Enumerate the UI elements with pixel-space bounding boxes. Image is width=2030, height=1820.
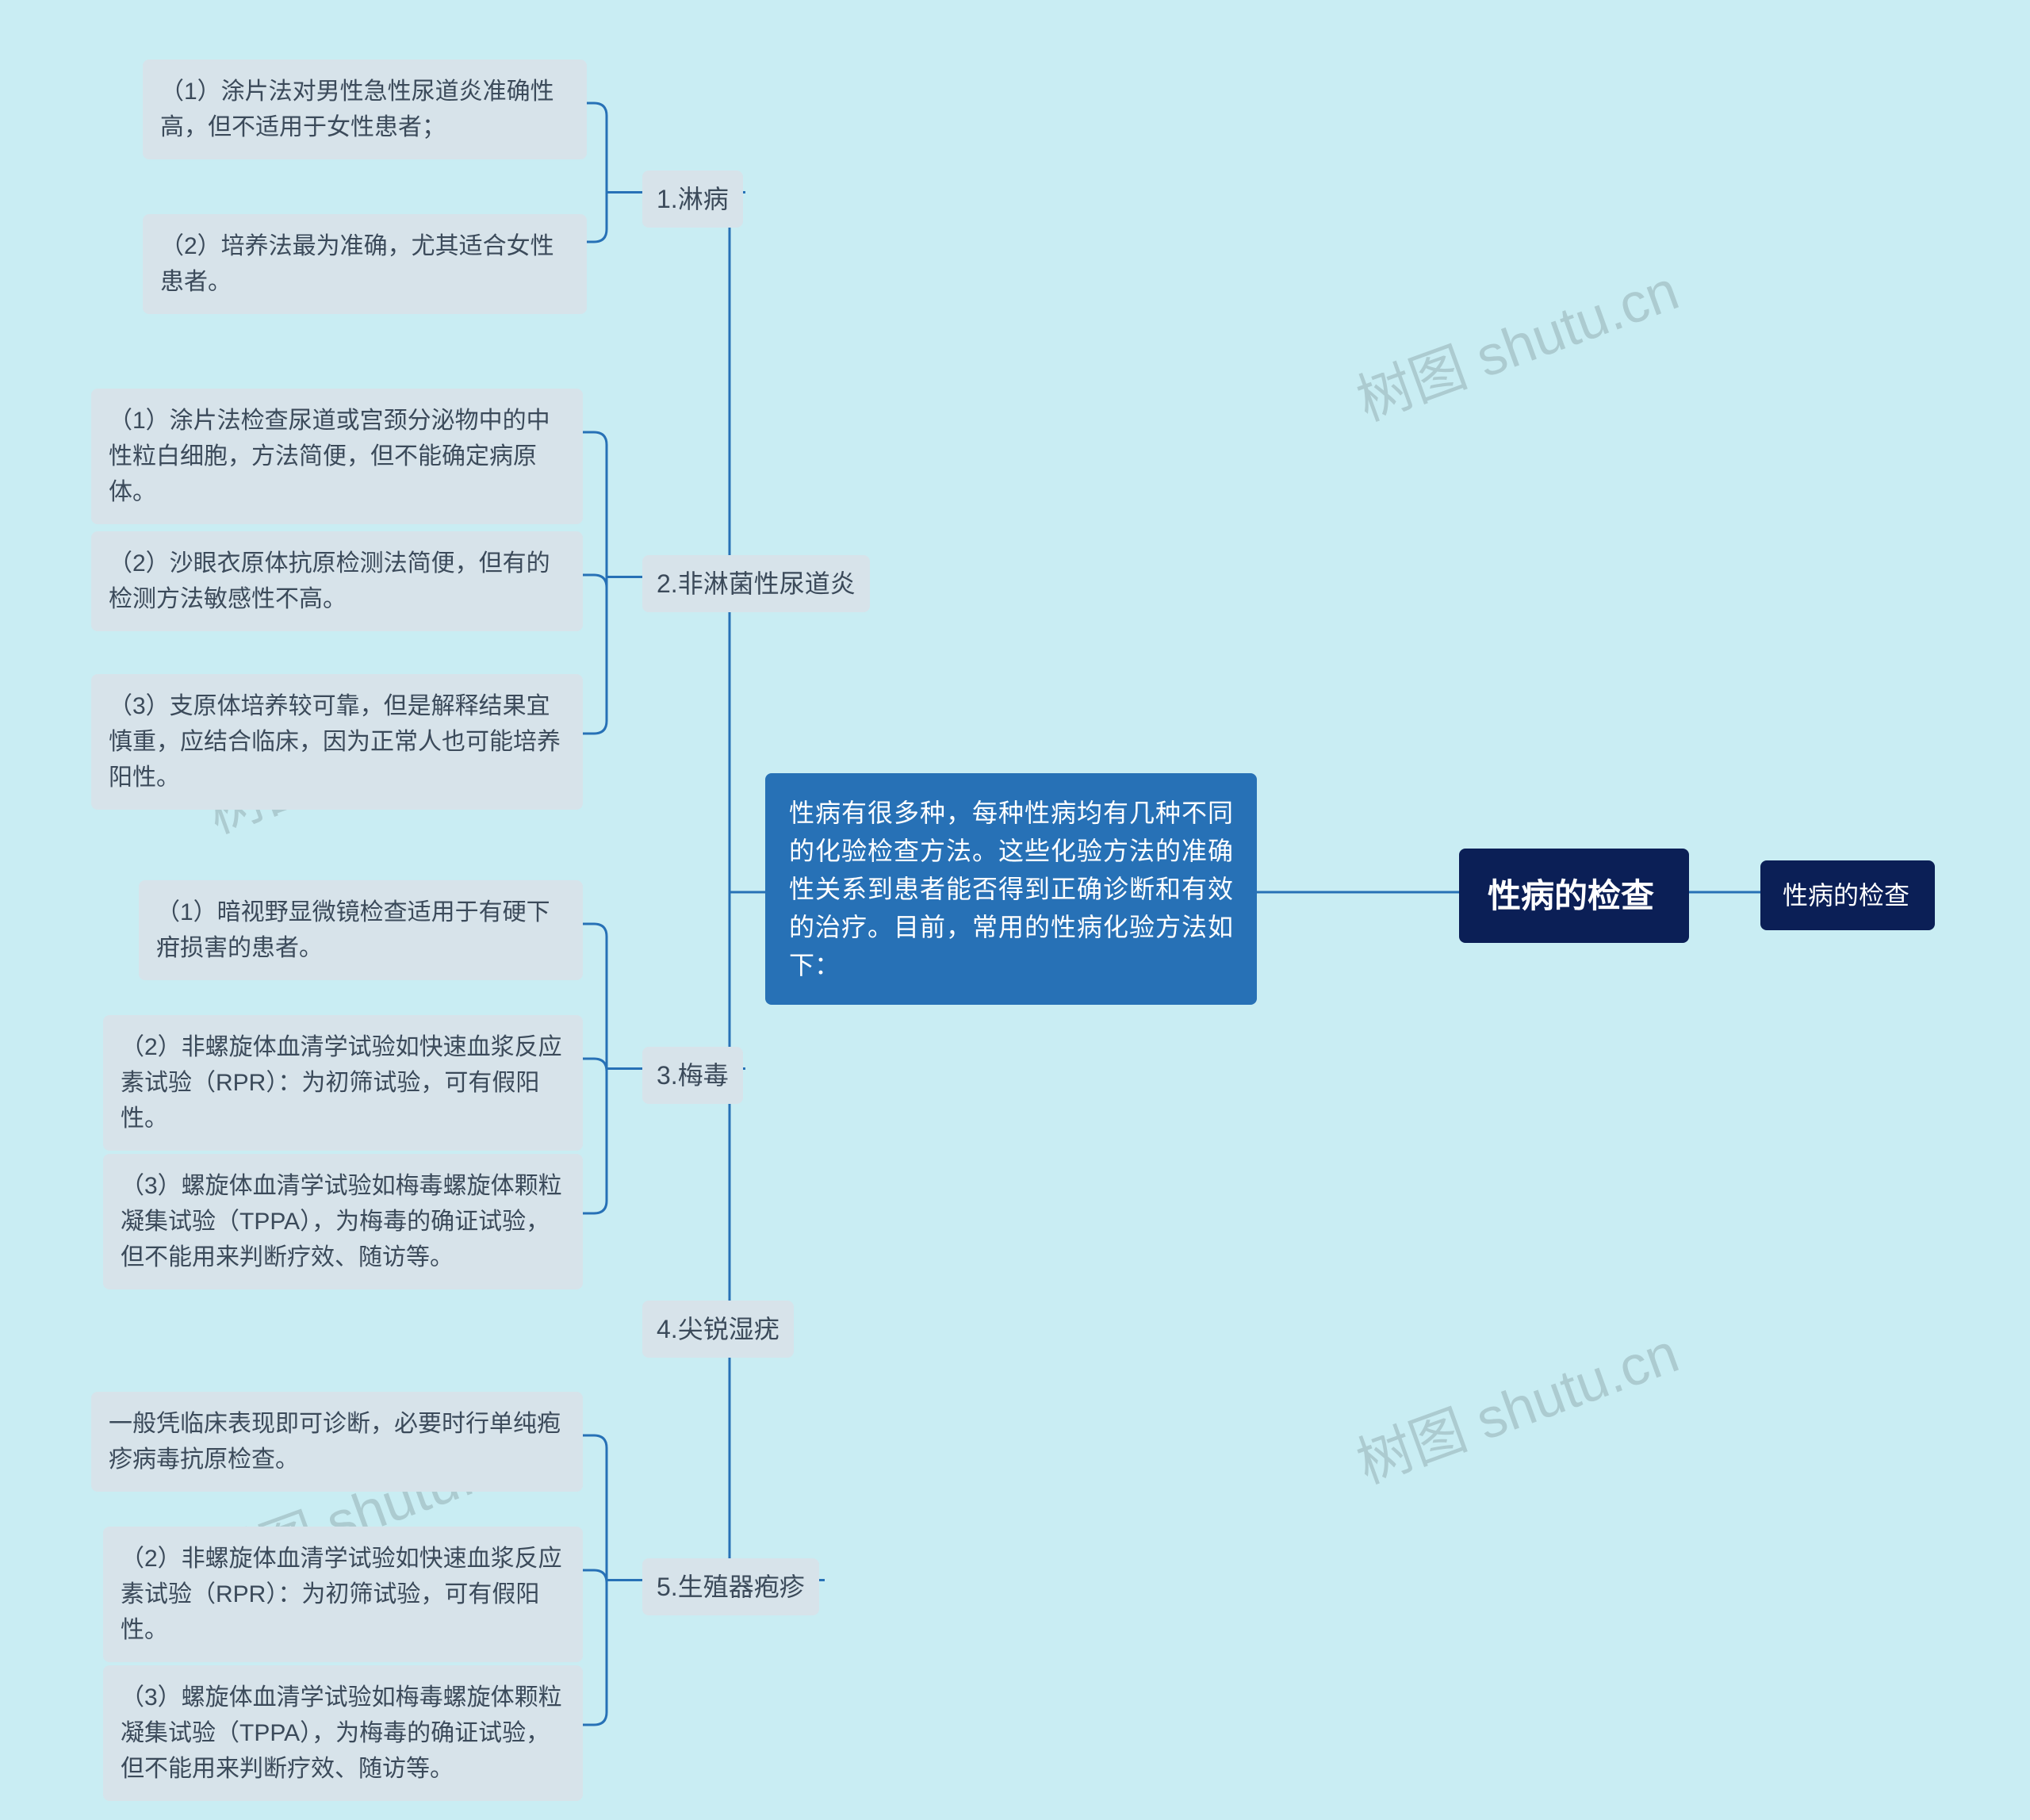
leaf-c1-1: （1）涂片法对男性急性尿道炎准确性高，但不适用于女性患者； xyxy=(143,59,587,159)
leaf-c3-2: （2）非螺旋体血清学试验如快速血浆反应素试验（RPR）：为初筛试验，可有假阳性。 xyxy=(103,1015,583,1151)
desc-node: 性病有很多种，每种性病均有几种不同的化验检查方法。这些化验方法的准确性关系到患者… xyxy=(765,773,1257,1005)
cat-5: 5.生殖器疱疹 xyxy=(642,1558,819,1615)
watermark: 树图 shutu.cn xyxy=(1345,1309,1688,1500)
leaf-c5-3: （3）螺旋体血清学试验如梅毒螺旋体颗粒凝集试验（TPPA），为梅毒的确证试验，但… xyxy=(103,1665,583,1801)
leaf-c2-2: （2）沙眼衣原体抗原检测法简便，但有的检测方法敏感性不高。 xyxy=(91,531,583,631)
leaf-c3-1: （1）暗视野显微镜检查适用于有硬下疳损害的患者。 xyxy=(139,880,583,980)
root-node: 性病的检查 xyxy=(1459,849,1689,943)
cat-1: 1.淋病 xyxy=(642,171,743,228)
sub-node: 性病的检查 xyxy=(1760,860,1935,930)
leaf-c2-1: （1）涂片法检查尿道或宫颈分泌物中的中性粒白细胞，方法简便，但不能确定病原体。 xyxy=(91,389,583,524)
leaf-c3-3: （3）螺旋体血清学试验如梅毒螺旋体颗粒凝集试验（TPPA），为梅毒的确证试验，但… xyxy=(103,1154,583,1289)
leaf-c5-1: 一般凭临床表现即可诊断，必要时行单纯疱疹病毒抗原检查。 xyxy=(91,1392,583,1492)
cat-3: 3.梅毒 xyxy=(642,1047,743,1104)
cat-2: 2.非淋菌性尿道炎 xyxy=(642,555,870,612)
leaf-c1-2: （2）培养法最为准确，尤其适合女性患者。 xyxy=(143,214,587,314)
leaf-c2-3: （3）支原体培养较可靠，但是解释结果宜慎重，应结合临床，因为正常人也可能培养阳性… xyxy=(91,674,583,810)
watermark: 树图 shutu.cn xyxy=(1345,247,1688,437)
cat-4: 4.尖锐湿疣 xyxy=(642,1301,794,1358)
leaf-c5-2: （2）非螺旋体血清学试验如快速血浆反应素试验（RPR）：为初筛试验，可有假阳性。 xyxy=(103,1527,583,1662)
